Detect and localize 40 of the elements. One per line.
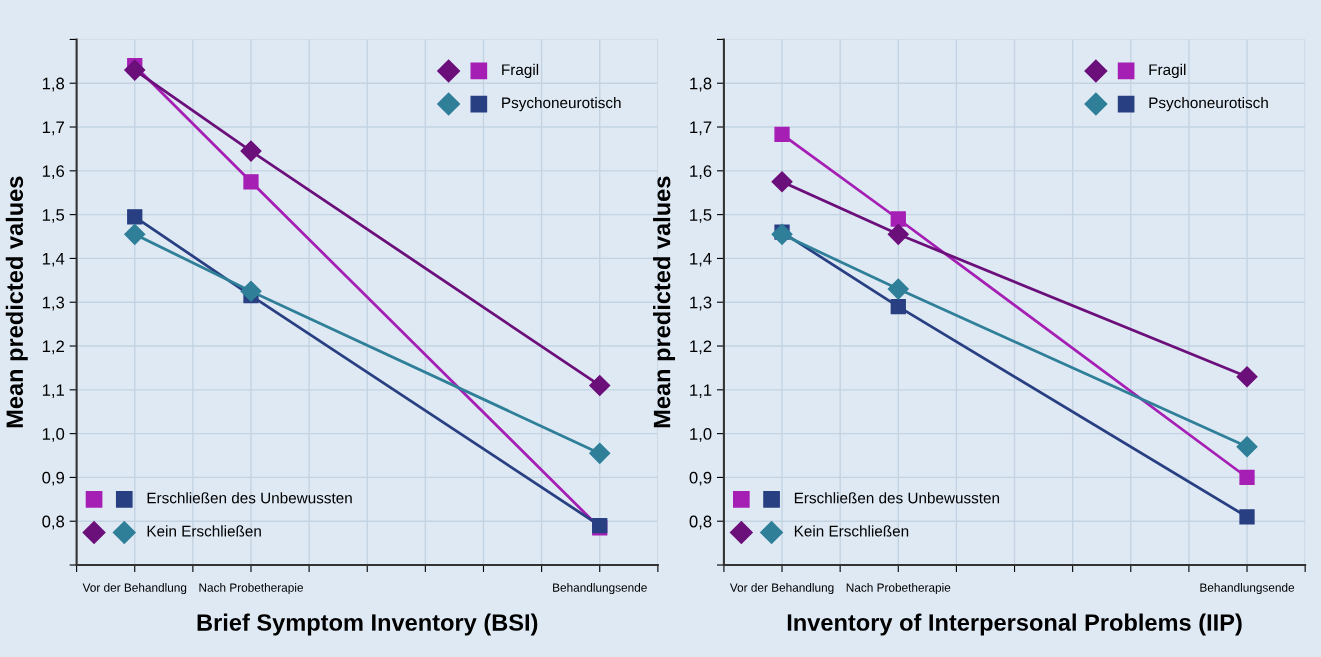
annotation: Psychoneurotisch bbox=[1149, 96, 1268, 112]
y-tick-label: 1,7 bbox=[690, 121, 712, 136]
x-tick-label: Behandlungsende bbox=[553, 583, 647, 595]
annotation: Fragil bbox=[1149, 63, 1186, 79]
y-tick-label: 1,5 bbox=[690, 209, 712, 223]
x-tick-label: Nach Probetherapie bbox=[199, 583, 303, 595]
y-tick-label: 1,6 bbox=[690, 165, 712, 179]
x-tick-label: Vor der Behandlung bbox=[729, 583, 834, 595]
y-tick-label: 0,8 bbox=[42, 515, 65, 530]
annotation: Kein Erschließen bbox=[147, 525, 261, 537]
y-tick-label: 1,3 bbox=[690, 296, 712, 311]
y-tick-label: 0,9 bbox=[42, 471, 65, 486]
x-axis-title: Brief Symptom Inventory (BSI) bbox=[197, 613, 538, 636]
y-tick-label: 0,8 bbox=[689, 515, 712, 530]
annotation: Erschließen des Unbewussten bbox=[147, 492, 352, 504]
y-tick-label: 1,0 bbox=[42, 428, 65, 442]
y-tick-label: 1,2 bbox=[42, 340, 64, 355]
y-tick-label: 1,7 bbox=[42, 121, 64, 136]
x-tick-label: Vor der Behandlung bbox=[82, 583, 187, 595]
x-axis-title: Inventory of Interpersonal Problems (IIP) bbox=[787, 613, 1242, 636]
y-tick-label: 1,3 bbox=[42, 296, 65, 311]
y-tick-label: 1,2 bbox=[690, 340, 712, 355]
y-tick-label: 1,4 bbox=[690, 252, 712, 267]
y-tick-label: 1,0 bbox=[690, 428, 712, 442]
annotation: Erschließen des Unbewussten bbox=[794, 492, 1000, 504]
y-tick-label: 1,6 bbox=[42, 165, 65, 179]
y-axis-title: Mean predicted values bbox=[5, 176, 28, 428]
y-axis-title: Mean predicted values bbox=[653, 176, 676, 428]
annotation: Kein Erschließen bbox=[794, 525, 909, 537]
y-tick-label: 0,9 bbox=[689, 471, 712, 486]
y-tick-label: 1,1 bbox=[42, 384, 64, 398]
x-tick-label: Nach Probetherapie bbox=[846, 583, 951, 595]
x-tick-label: Behandlungsende bbox=[1200, 583, 1295, 595]
y-tick-label: 1,5 bbox=[42, 209, 65, 223]
y-tick-label: 1,8 bbox=[690, 77, 712, 92]
annotation: Fragil bbox=[502, 63, 539, 79]
y-tick-label: 1,8 bbox=[42, 77, 65, 92]
y-tick-label: 1,1 bbox=[690, 384, 712, 398]
annotation: Psychoneurotisch bbox=[502, 96, 621, 112]
y-tick-label: 1,4 bbox=[42, 252, 65, 267]
